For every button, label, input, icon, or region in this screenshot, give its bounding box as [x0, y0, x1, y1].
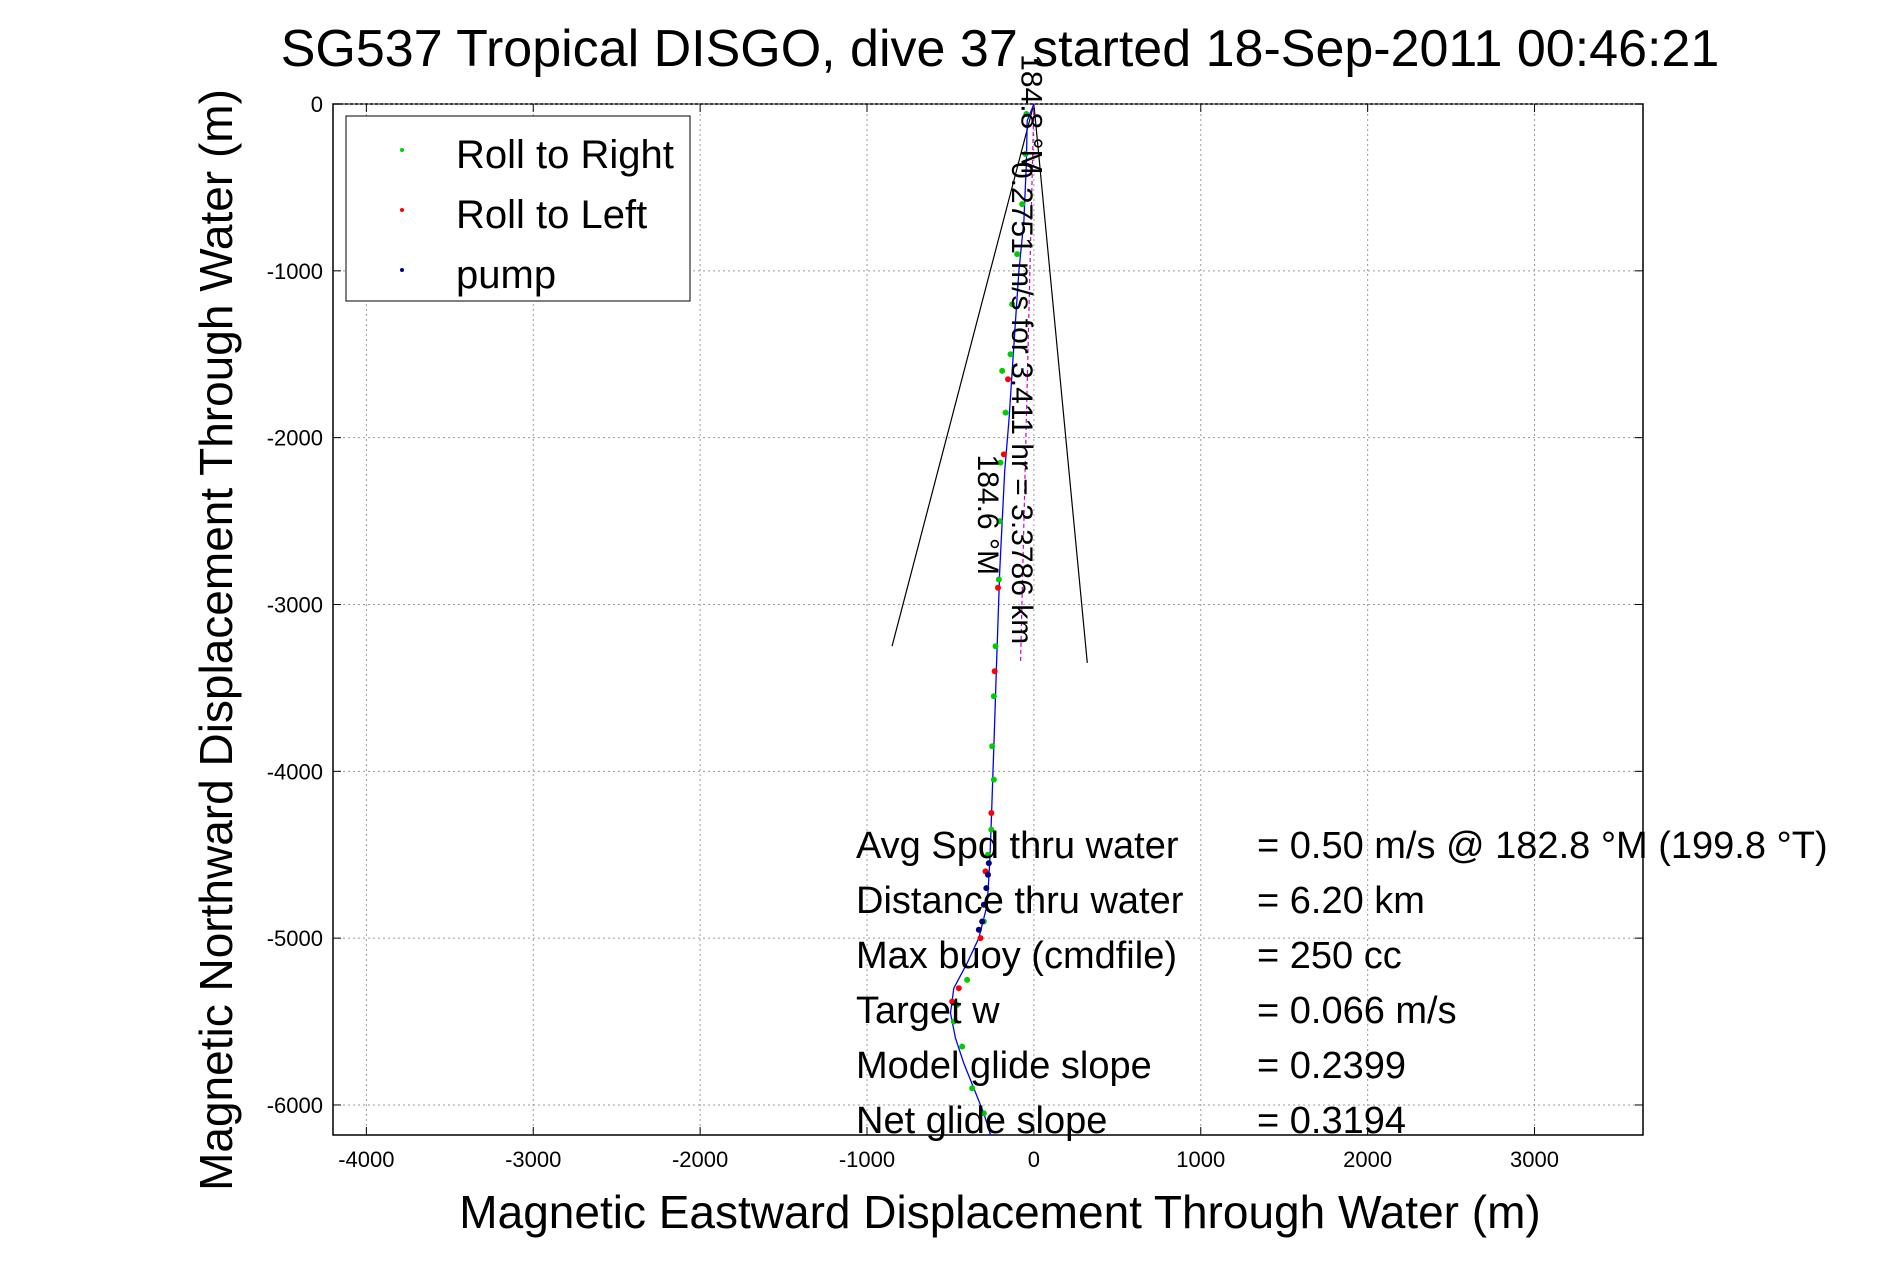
- roll-left-point: [991, 668, 998, 675]
- stat-label-model-glide: Model glide slope: [856, 1045, 1152, 1087]
- y-tick-label: -4000: [267, 759, 323, 784]
- roll-right-point: [959, 1043, 966, 1050]
- pump-point: [983, 885, 990, 892]
- stat-value-avg-speed: = 0.50 m/s @ 182.8 °M (199.8 °T): [1257, 825, 1828, 867]
- roll-right-point: [997, 459, 1004, 466]
- roll-right-point: [1022, 151, 1029, 158]
- stat-value-target-w: = 0.066 m/s: [1257, 990, 1457, 1032]
- pump-point: [979, 918, 986, 925]
- roll-right-point: [995, 576, 1002, 583]
- roll-right-point: [1009, 301, 1016, 308]
- current-heading-label: 184.8 °M: [1015, 54, 1048, 174]
- roll-left-point: [955, 985, 962, 992]
- legend-marker-roll-left: [400, 208, 404, 212]
- legend-label-roll-right: Roll to Right: [456, 133, 674, 177]
- roll-right-point: [1007, 351, 1014, 358]
- roll-left-point: [977, 935, 984, 942]
- stat-label-distance: Distance thru water: [856, 880, 1184, 922]
- pump-point: [975, 926, 982, 933]
- heading-cone: [891, 103, 1088, 663]
- roll-left-point: [1005, 376, 1012, 383]
- depth-average-vector-label-group: 0.2751 m/s for 3.411 hr = 3.3786 km: [1005, 162, 1038, 644]
- roll-right-point: [1002, 409, 1009, 416]
- legend: Roll to Right Roll to Left pump: [345, 115, 691, 302]
- x-tick-label: 3000: [1510, 1147, 1559, 1172]
- x-tick-label: -3000: [505, 1147, 561, 1172]
- x-axis-label: Magnetic Eastward Displacement Through W…: [459, 1186, 1540, 1238]
- chart-title: SG537 Tropical DISGO, dive 37 started 18…: [281, 20, 1720, 78]
- y-axis-label: Magnetic Northward Displacement Through …: [190, 89, 242, 1191]
- y-tick-label: -3000: [267, 592, 323, 617]
- stats-block: Avg Spd thru water = 0.50 m/s @ 182.8 °M…: [856, 825, 1828, 1142]
- stat-label-target-w: Target w: [856, 990, 1000, 1032]
- roll-points: [949, 111, 1030, 1117]
- pump-point: [980, 901, 987, 908]
- x-tick-label: 2000: [1343, 1147, 1392, 1172]
- x-axis-ticks: -4000 -3000 -2000 -1000 0 1000 2000 3000: [338, 104, 1559, 1172]
- roll-right-point: [969, 1085, 976, 1092]
- roll-right-point: [980, 1110, 987, 1117]
- heading-cone-right: [1033, 103, 1088, 663]
- stat-label-avg-speed: Avg Spd thru water: [856, 825, 1179, 867]
- rotated-labels: 0.2751 m/s for 3.411 hr = 3.3786 km184.8…: [971, 54, 1047, 644]
- y-tick-label: -5000: [267, 926, 323, 951]
- pump-point: [985, 860, 992, 867]
- stat-label-net-glide: Net glide slope: [856, 1100, 1107, 1142]
- roll-right-point: [1019, 201, 1026, 208]
- x-tick-label: -2000: [672, 1147, 728, 1172]
- roll-left-point: [995, 584, 1002, 591]
- legend-label-pump: pump: [456, 253, 556, 297]
- roll-right-point: [985, 851, 991, 858]
- roll-right-point: [988, 826, 995, 833]
- roll-right-point: [990, 693, 997, 700]
- legend-marker-roll-right: [400, 148, 404, 152]
- roll-left-point: [949, 998, 956, 1005]
- stat-value-max-buoy: = 250 cc: [1257, 935, 1402, 977]
- current-heading-label: 184.6 °M: [971, 455, 1004, 575]
- roll-right-point: [964, 976, 971, 983]
- heading-cone-left: [891, 103, 1035, 647]
- roll-right-point: [1023, 111, 1030, 118]
- depth-average-vector: [1019, 103, 1035, 663]
- y-tick-label: -6000: [267, 1093, 323, 1118]
- legend-marker-pump: [400, 268, 404, 272]
- current-heading-label-group: 184.6 °M: [971, 455, 1004, 575]
- roll-right-point: [992, 643, 999, 650]
- current-heading-label-group: 184.8 °M: [1015, 54, 1048, 174]
- x-tick-label: 0: [1028, 1147, 1040, 1172]
- dive-track: [949, 103, 1035, 1136]
- roll-left-point: [988, 810, 995, 817]
- roll-right-point: [1014, 251, 1021, 258]
- y-axis-ticks: 0 -1000 -2000 -3000 -4000 -5000 -6000: [267, 92, 1643, 1118]
- pump-point: [985, 871, 991, 878]
- roll-right-point: [999, 367, 1006, 374]
- stat-value-net-glide: = 0.3194: [1257, 1100, 1406, 1142]
- x-tick-label: 1000: [1176, 1147, 1225, 1172]
- stat-value-model-glide: = 0.2399: [1257, 1045, 1406, 1087]
- stat-value-distance: = 6.20 km: [1257, 880, 1425, 922]
- stat-label-max-buoy: Max buoy (cmdfile): [856, 935, 1177, 977]
- roll-left-point: [1000, 451, 1007, 458]
- depth-average-vector-label: 0.2751 m/s for 3.411 hr = 3.3786 km: [1005, 162, 1038, 644]
- depth-average-vector-line: [1019, 103, 1035, 663]
- x-tick-label: -1000: [839, 1147, 895, 1172]
- track-line: [949, 103, 1035, 1136]
- legend-label-roll-left: Roll to Left: [456, 193, 647, 237]
- roll-right-point: [990, 776, 997, 783]
- roll-right-point: [954, 1001, 961, 1008]
- y-tick-label: 0: [311, 92, 323, 117]
- roll-right-point: [950, 1018, 957, 1025]
- y-tick-label: -1000: [267, 259, 323, 284]
- roll-right-point: [996, 518, 1003, 525]
- y-axis-label-group: Magnetic Northward Displacement Through …: [190, 89, 242, 1191]
- y-tick-label: -2000: [267, 426, 323, 451]
- x-tick-label: -4000: [338, 1147, 394, 1172]
- roll-right-point: [989, 743, 996, 750]
